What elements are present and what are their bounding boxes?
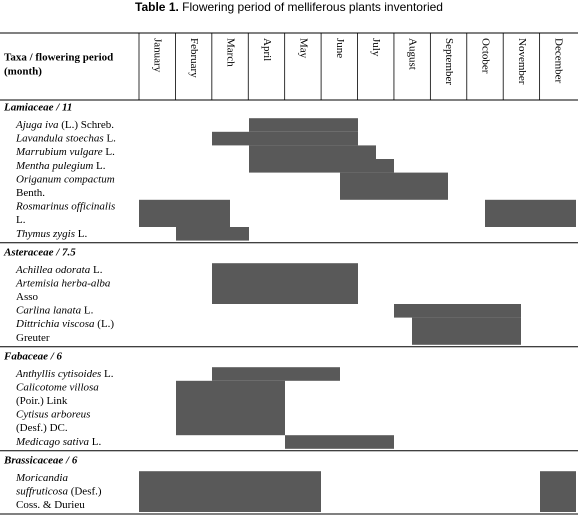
taxon-part: suffruticosa (16, 485, 68, 497)
bar (412, 317, 521, 345)
taxon-part: Mentha pulegium (15, 159, 93, 171)
taxon: Asso (16, 291, 39, 303)
taxon-part: (Desf.) (68, 485, 102, 497)
taxon-part: Dittrichia viscosa (15, 318, 95, 330)
taxon: suffruticosa (Desf.) (16, 485, 102, 497)
taxon-part: (Poir.) Link (16, 395, 68, 407)
taxon: Anthyllis cytisoides L. (15, 367, 114, 379)
taxon: Ajuga iva (L.) Schreb. (15, 119, 114, 131)
taxon: Coss. & Durieu (16, 499, 85, 511)
taxon-part: L. (16, 214, 26, 226)
bar (285, 435, 394, 449)
bar (249, 118, 358, 132)
taxon-part: Thymus zygis (16, 227, 75, 239)
taxon: (Desf.) DC. (16, 422, 68, 434)
taxon: Calicotome villosa (16, 381, 99, 393)
taxon: Benth. (16, 187, 45, 199)
month-label: February (188, 38, 200, 78)
month-label: July (370, 38, 382, 57)
bar (176, 380, 285, 436)
taxon-part: Rosmarinus officinalis (15, 200, 115, 212)
taxon: Moricandia (15, 471, 68, 483)
month-label: May (297, 38, 309, 59)
taxon: Artemisia herba-alba (15, 277, 111, 289)
table-title: Table 1. Flowering period of melliferous… (135, 0, 443, 14)
header-unit: (month) (4, 66, 42, 78)
taxon-part: (L.) Schreb. (58, 119, 114, 131)
month-label: January (152, 38, 164, 73)
taxon: Marrubium vulgare L. (15, 146, 115, 158)
taxon-part: Ajuga iva (15, 119, 59, 131)
taxon-part: Greuter (16, 331, 50, 343)
taxon-part: L. (103, 146, 115, 158)
bar (394, 304, 521, 318)
bar (212, 367, 340, 381)
month-label: October (479, 38, 491, 74)
month-label: September (443, 38, 455, 85)
section-name: Lamiaceae / 11 (3, 102, 72, 114)
taxon-part: Moricandia (15, 471, 68, 483)
taxon: Greuter (16, 331, 50, 343)
taxon-part: Calicotome villosa (16, 381, 99, 393)
taxon: Dittrichia viscosa (L.) (15, 318, 114, 330)
taxon: Lavandula stoechas L. (15, 132, 116, 144)
taxon-part: Anthyllis cytisoides (15, 367, 101, 379)
taxon-part: L. (104, 132, 116, 144)
month-label: November (516, 38, 528, 85)
header-taxa: Taxa / flowering period (4, 52, 113, 64)
month-label: June (334, 38, 346, 58)
taxon-part: L. (75, 227, 87, 239)
taxon: Thymus zygis L. (16, 227, 87, 239)
taxon-part: Achillea odorata (15, 263, 91, 275)
taxon-part: Lavandula stoechas (15, 132, 104, 144)
bar (212, 263, 358, 304)
taxon-part: Origanum compactum (16, 173, 115, 185)
month-label: December (552, 38, 564, 84)
taxon-part: Asso (16, 291, 39, 303)
bar (540, 471, 576, 512)
taxon-part: Benth. (16, 187, 45, 199)
bar (249, 159, 394, 173)
taxon: Carlina lanata L. (16, 304, 94, 316)
taxon-part: L. (101, 367, 113, 379)
month-label: April (261, 38, 273, 61)
taxon: Medicago sativa L. (15, 435, 101, 447)
bar (176, 227, 249, 241)
taxon: L. (16, 214, 26, 226)
bar (485, 199, 576, 227)
taxon-part: Coss. & Durieu (16, 499, 85, 511)
month-label: March (225, 38, 237, 67)
taxon-part: L. (89, 435, 101, 447)
taxon-part: Medicago sativa (15, 435, 90, 447)
title-text: Flowering period of melliferous plants i… (179, 0, 443, 14)
section-name: Fabaceae / 6 (3, 350, 63, 362)
taxon-part: (L.) (95, 318, 115, 330)
taxon-part: L. (93, 159, 105, 171)
taxon-part: Cytisus arboreus (16, 408, 90, 420)
section-name: Brassicaceae / 6 (3, 454, 78, 466)
bar (249, 145, 376, 159)
taxon: Mentha pulegium L. (15, 159, 106, 171)
bar (139, 199, 230, 227)
taxon-part: Marrubium vulgare (15, 146, 103, 158)
taxon-part: L. (81, 304, 93, 316)
taxon: Origanum compactum (16, 173, 115, 185)
taxon-part: Carlina lanata (16, 304, 82, 316)
bar (340, 172, 448, 200)
section-name: Asteraceae / 7.5 (3, 246, 76, 258)
taxon-part: (Desf.) DC. (16, 422, 68, 434)
bar (139, 471, 321, 512)
bars (139, 118, 576, 512)
taxon-part: Artemisia herba-alba (15, 277, 111, 289)
taxon: (Poir.) Link (16, 395, 68, 407)
taxon: Rosmarinus officinalis (15, 200, 115, 212)
taxon: Cytisus arboreus (16, 408, 90, 420)
taxon-part: L. (90, 263, 102, 275)
month-label: August (407, 38, 419, 70)
bar (212, 131, 358, 146)
title-label: Table 1. (135, 0, 179, 14)
taxon: Achillea odorata L. (15, 263, 103, 275)
